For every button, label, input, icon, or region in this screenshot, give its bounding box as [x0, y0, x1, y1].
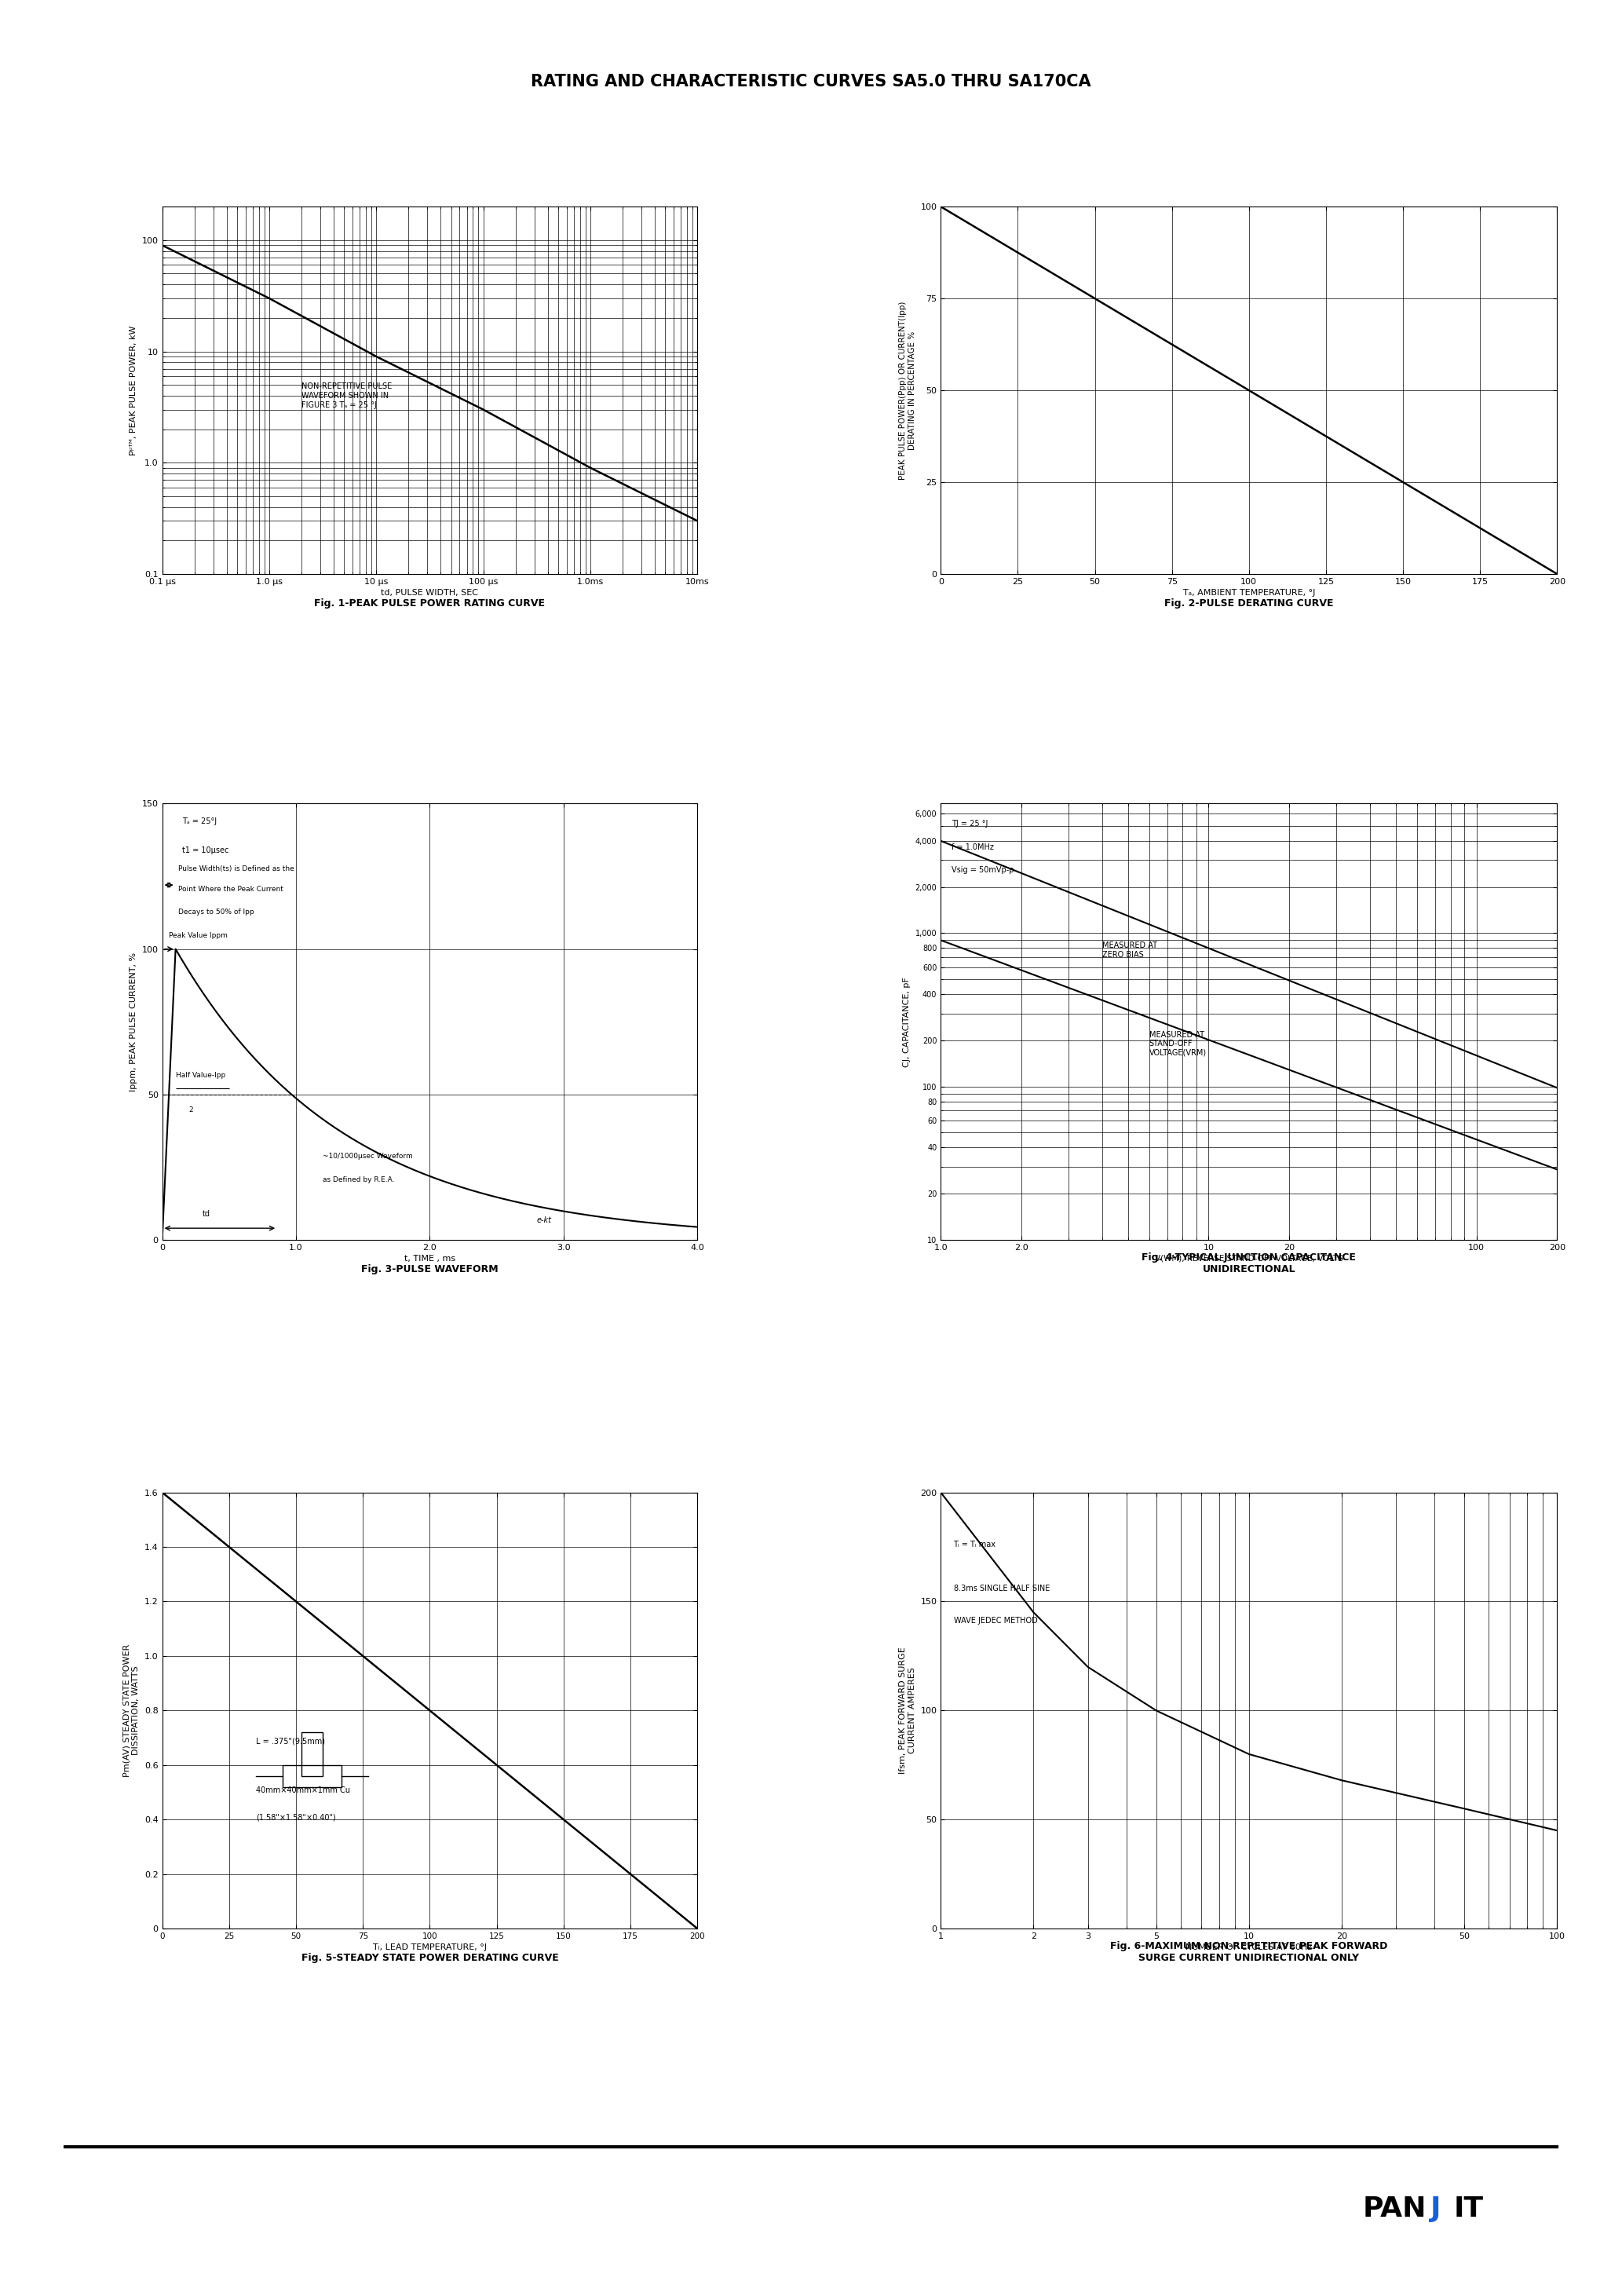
Text: IT: IT: [1453, 2195, 1483, 2223]
X-axis label: Tₐ, AMBIENT TEMPERATURE, °J: Tₐ, AMBIENT TEMPERATURE, °J: [1182, 590, 1315, 597]
Text: ~10/1000μsec Waveform: ~10/1000μsec Waveform: [323, 1153, 414, 1159]
Text: Fig. 1-PEAK PULSE POWER RATING CURVE: Fig. 1-PEAK PULSE POWER RATING CURVE: [315, 599, 545, 608]
Text: 2: 2: [190, 1107, 193, 1114]
Text: MEASURED AT
STAND-OFF
VOLTAGE(VRM): MEASURED AT STAND-OFF VOLTAGE(VRM): [1150, 1031, 1207, 1056]
Y-axis label: PEAK PULSE POWER(Ppp) OR CURRENT(Ipp)
DERATING IN PERCENTAGE %: PEAK PULSE POWER(Ppp) OR CURRENT(Ipp) DE…: [899, 301, 916, 480]
Text: PAN: PAN: [1362, 2195, 1426, 2223]
Text: NON-REPETITIVE PULSE
WAVEFORM SHOWN IN
FIGURE 3 Tₐ = 25 °J: NON-REPETITIVE PULSE WAVEFORM SHOWN IN F…: [302, 383, 393, 409]
Text: TJ = 25 °J: TJ = 25 °J: [952, 820, 988, 827]
Text: Vsig = 50mVp-p: Vsig = 50mVp-p: [952, 866, 1014, 875]
Text: Point Where the Peak Current: Point Where the Peak Current: [178, 886, 284, 893]
Y-axis label: Pᵖᵀᴹ, PEAK PULSE POWER, kW: Pᵖᵀᴹ, PEAK PULSE POWER, kW: [130, 326, 138, 455]
Bar: [282, 1766, 342, 1786]
X-axis label: td, PULSE WIDTH, SEC: td, PULSE WIDTH, SEC: [381, 590, 478, 597]
Text: MEASURED AT
ZERO BIAS: MEASURED AT ZERO BIAS: [1101, 941, 1156, 957]
Text: (1.58"×1.58"×0.40"): (1.58"×1.58"×0.40"): [256, 1814, 336, 1821]
Bar: [302, 1731, 323, 1777]
Text: t1 = 10μsec: t1 = 10μsec: [182, 847, 229, 854]
X-axis label: NUMBER OF CYCLES AT 60Hz: NUMBER OF CYCLES AT 60Hz: [1186, 1945, 1312, 1952]
Text: 8.3ms SINGLE HALF SINE: 8.3ms SINGLE HALF SINE: [954, 1584, 1049, 1591]
Text: Fig. 3-PULSE WAVEFORM: Fig. 3-PULSE WAVEFORM: [362, 1265, 498, 1274]
Text: WAVE JEDEC METHOD: WAVE JEDEC METHOD: [954, 1616, 1038, 1626]
Text: Fig. 6-MAXIMUM NON-REPETITIVE PEAK FORWARD
SURGE CURRENT UNIDIRECTIONAL ONLY: Fig. 6-MAXIMUM NON-REPETITIVE PEAK FORWA…: [1109, 1940, 1388, 1963]
Text: L = .375"(9.5mm): L = .375"(9.5mm): [256, 1738, 324, 1745]
Text: J: J: [1431, 2195, 1442, 2223]
Text: Fig. 2-PULSE DERATING CURVE: Fig. 2-PULSE DERATING CURVE: [1165, 599, 1333, 608]
Text: Peak Value Ippm: Peak Value Ippm: [169, 932, 227, 939]
Text: Tₗ = Tₗ max: Tₗ = Tₗ max: [954, 1541, 996, 1548]
Text: td: td: [203, 1210, 211, 1219]
Text: 40mm×40mm×1mm Cu: 40mm×40mm×1mm Cu: [256, 1786, 350, 1793]
Text: Decays to 50% of Ipp: Decays to 50% of Ipp: [178, 909, 255, 916]
Text: RATING AND CHARACTERISTIC CURVES SA5.0 THRU SA170CA: RATING AND CHARACTERISTIC CURVES SA5.0 T…: [530, 73, 1092, 90]
Y-axis label: Ifsm, PEAK FORWARD SURGE
CURRENT AMPERES: Ifsm, PEAK FORWARD SURGE CURRENT AMPERES: [899, 1646, 916, 1775]
Y-axis label: CJ, CAPACITANCE, pF: CJ, CAPACITANCE, pF: [903, 976, 912, 1068]
Text: as Defined by R.E.A.: as Defined by R.E.A.: [323, 1176, 394, 1182]
Text: Pulse Width(ts) is Defined as the: Pulse Width(ts) is Defined as the: [178, 866, 294, 872]
Text: Fig. 5-STEADY STATE POWER DERATING CURVE: Fig. 5-STEADY STATE POWER DERATING CURVE: [302, 1954, 558, 1963]
Text: Half Value-Ipp: Half Value-Ipp: [175, 1072, 225, 1079]
Text: Tₐ = 25°J: Tₐ = 25°J: [182, 817, 217, 827]
Y-axis label: Pm(AV) STEADY STATE POWER
DISSIPATION, WATTS: Pm(AV) STEADY STATE POWER DISSIPATION, W…: [123, 1644, 139, 1777]
X-axis label: V(WM), REVERSE STAND-OFF VOLTAGE, VOLTS: V(WM), REVERSE STAND-OFF VOLTAGE, VOLTS: [1155, 1256, 1343, 1263]
Text: e-kt: e-kt: [537, 1217, 551, 1224]
X-axis label: t, TIME , ms: t, TIME , ms: [404, 1256, 456, 1263]
Text: f = 1.0MHz: f = 1.0MHz: [952, 843, 994, 852]
Y-axis label: Ippm, PEAK PULSE CURRENT, %: Ippm, PEAK PULSE CURRENT, %: [130, 953, 138, 1091]
Text: Fig. 4-TYPICAL JUNCTION CAPACITANCE
UNIDIRECTIONAL: Fig. 4-TYPICAL JUNCTION CAPACITANCE UNID…: [1142, 1251, 1356, 1274]
X-axis label: Tₗ, LEAD TEMPERATURE, °J: Tₗ, LEAD TEMPERATURE, °J: [373, 1945, 487, 1952]
